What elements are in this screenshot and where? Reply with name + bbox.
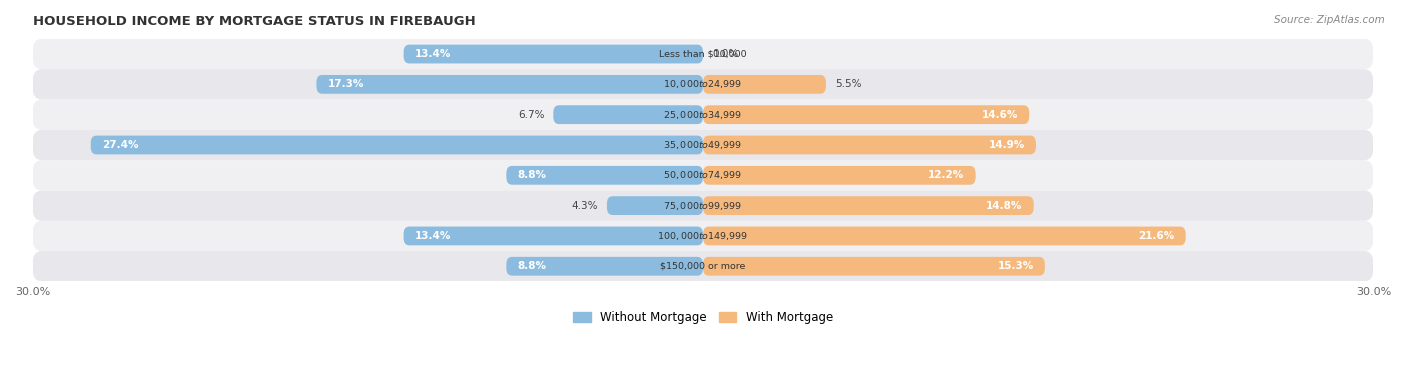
Text: 0.0%: 0.0% (711, 49, 738, 59)
FancyBboxPatch shape (703, 105, 1029, 124)
Text: $25,000 to $34,999: $25,000 to $34,999 (664, 109, 742, 121)
Text: 12.2%: 12.2% (928, 170, 965, 180)
Text: 8.8%: 8.8% (517, 261, 547, 271)
Text: 5.5%: 5.5% (835, 80, 862, 89)
FancyBboxPatch shape (607, 196, 703, 215)
Text: 8.8%: 8.8% (517, 170, 547, 180)
Text: $35,000 to $49,999: $35,000 to $49,999 (664, 139, 742, 151)
Text: 6.7%: 6.7% (517, 110, 544, 120)
Text: 15.3%: 15.3% (997, 261, 1033, 271)
FancyBboxPatch shape (32, 130, 1374, 160)
Text: $10,000 to $24,999: $10,000 to $24,999 (664, 78, 742, 90)
FancyBboxPatch shape (32, 69, 1374, 100)
Text: HOUSEHOLD INCOME BY MORTGAGE STATUS IN FIREBAUGH: HOUSEHOLD INCOME BY MORTGAGE STATUS IN F… (32, 15, 475, 28)
FancyBboxPatch shape (554, 105, 703, 124)
Text: $100,000 to $149,999: $100,000 to $149,999 (658, 230, 748, 242)
FancyBboxPatch shape (32, 221, 1374, 251)
FancyBboxPatch shape (506, 257, 703, 276)
Text: $75,000 to $99,999: $75,000 to $99,999 (664, 200, 742, 211)
FancyBboxPatch shape (703, 196, 1033, 215)
FancyBboxPatch shape (91, 136, 703, 155)
FancyBboxPatch shape (32, 160, 1374, 190)
Text: Source: ZipAtlas.com: Source: ZipAtlas.com (1274, 15, 1385, 25)
Text: 14.8%: 14.8% (986, 201, 1022, 211)
Text: $50,000 to $74,999: $50,000 to $74,999 (664, 169, 742, 181)
FancyBboxPatch shape (703, 166, 976, 185)
FancyBboxPatch shape (32, 100, 1374, 130)
Text: 14.6%: 14.6% (981, 110, 1018, 120)
FancyBboxPatch shape (32, 39, 1374, 69)
Text: Less than $10,000: Less than $10,000 (659, 49, 747, 58)
FancyBboxPatch shape (703, 75, 825, 94)
FancyBboxPatch shape (32, 190, 1374, 221)
FancyBboxPatch shape (506, 166, 703, 185)
Text: $150,000 or more: $150,000 or more (661, 262, 745, 271)
Legend: Without Mortgage, With Mortgage: Without Mortgage, With Mortgage (568, 307, 838, 329)
Text: 13.4%: 13.4% (415, 231, 451, 241)
Text: 13.4%: 13.4% (415, 49, 451, 59)
FancyBboxPatch shape (404, 227, 703, 245)
FancyBboxPatch shape (32, 251, 1374, 281)
FancyBboxPatch shape (703, 257, 1045, 276)
Text: 21.6%: 21.6% (1139, 231, 1174, 241)
FancyBboxPatch shape (703, 136, 1036, 155)
Text: 4.3%: 4.3% (571, 201, 598, 211)
FancyBboxPatch shape (703, 227, 1185, 245)
Text: 17.3%: 17.3% (328, 80, 364, 89)
FancyBboxPatch shape (404, 44, 703, 63)
Text: 27.4%: 27.4% (101, 140, 138, 150)
Text: 14.9%: 14.9% (988, 140, 1025, 150)
FancyBboxPatch shape (316, 75, 703, 94)
